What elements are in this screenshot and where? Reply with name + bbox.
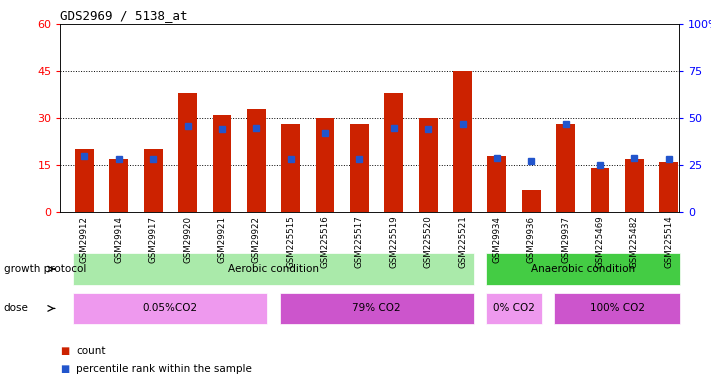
Bar [178,93,197,212]
Bar [591,168,609,212]
Text: GSM225521: GSM225521 [458,216,467,268]
Text: GSM225517: GSM225517 [355,216,364,268]
Text: Anaerobic condition: Anaerobic condition [530,264,635,274]
Bar [144,149,163,212]
Text: GSM29921: GSM29921 [218,216,226,262]
Bar [522,190,540,212]
Text: growth protocol: growth protocol [4,264,86,274]
Bar [282,124,300,212]
Text: GSM225520: GSM225520 [424,216,432,268]
Bar [109,159,128,212]
Bar [419,118,437,212]
Text: ■: ■ [60,346,70,355]
Bar [659,162,678,212]
Text: GSM29934: GSM29934 [493,216,501,262]
Text: GSM29936: GSM29936 [527,216,535,262]
Bar [385,93,403,212]
Text: Aerobic condition: Aerobic condition [228,264,319,274]
Text: GSM29937: GSM29937 [561,216,570,262]
Text: GDS2969 / 5138_at: GDS2969 / 5138_at [60,9,188,22]
Text: GSM225469: GSM225469 [596,216,604,268]
Text: dose: dose [4,303,28,313]
Text: count: count [76,346,105,355]
Text: GSM29912: GSM29912 [80,216,89,262]
Bar [453,71,472,212]
Text: ■: ■ [60,364,70,374]
Text: GSM225514: GSM225514 [664,216,673,268]
Text: GSM225482: GSM225482 [630,216,638,268]
Text: GSM225516: GSM225516 [321,216,329,268]
Bar [350,124,369,212]
Text: 0.05%CO2: 0.05%CO2 [143,303,198,313]
Text: GSM29914: GSM29914 [114,216,123,262]
Text: 0% CO2: 0% CO2 [493,303,535,313]
Bar [247,109,266,212]
Text: 79% CO2: 79% CO2 [352,303,401,313]
Bar [488,156,506,212]
Text: GSM225519: GSM225519 [390,216,398,268]
Bar [316,118,334,212]
Text: GSM225515: GSM225515 [287,216,295,268]
Text: GSM29920: GSM29920 [183,216,192,262]
Text: GSM29922: GSM29922 [252,216,261,262]
Bar [213,115,231,212]
Bar [556,124,575,212]
Text: percentile rank within the sample: percentile rank within the sample [76,364,252,374]
Text: GSM29917: GSM29917 [149,216,158,262]
Text: 100% CO2: 100% CO2 [589,303,645,313]
Bar [625,159,643,212]
Bar [75,149,94,212]
